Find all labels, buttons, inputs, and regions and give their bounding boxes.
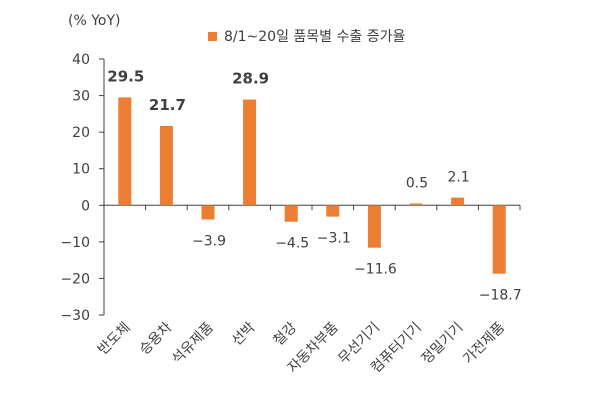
y-tick-label: 10 (72, 162, 90, 178)
category-label: 정밀기기 (419, 320, 467, 368)
bar (326, 205, 340, 217)
bar (243, 99, 257, 206)
bar (284, 205, 298, 222)
category-label: 철강 (270, 319, 300, 349)
category-label: 가전제품 (460, 319, 508, 367)
y-tick-label: 20 (72, 125, 90, 141)
data-label: 28.9 (232, 70, 269, 88)
data-label: −11.6 (354, 262, 397, 278)
bar (201, 205, 215, 220)
bar (492, 205, 506, 274)
y-axis-unit-label: (% YoY) (68, 13, 121, 29)
y-tick-label: −10 (60, 235, 90, 251)
y-tick-label: 0 (81, 198, 90, 214)
legend-swatch (208, 31, 217, 41)
data-label: 29.5 (107, 67, 144, 85)
bar (367, 205, 381, 248)
data-label: 21.7 (149, 96, 186, 114)
data-label: 0.5 (406, 175, 428, 191)
bar (159, 125, 173, 206)
legend-label: 8/1~20일 품목별 수출 증가율 (224, 29, 406, 45)
data-label: −4.5 (275, 236, 309, 252)
y-tick-label: 30 (72, 89, 90, 105)
data-label: −3.1 (317, 231, 351, 247)
data-label: −18.7 (479, 288, 522, 304)
y-tick-label: 40 (72, 52, 90, 68)
y-tick-label: −20 (60, 271, 90, 287)
category-label: 승용차 (137, 319, 176, 358)
data-label: 2.1 (447, 170, 469, 186)
legend: 8/1~20일 품목별 수출 증가율 (208, 26, 405, 46)
category-label: 석유제품 (169, 319, 217, 367)
category-label: 반도체 (95, 320, 134, 359)
bar (451, 197, 465, 206)
data-label: −3.9 (192, 234, 226, 250)
y-tick-label: −30 (60, 308, 90, 324)
bar (409, 203, 423, 206)
bar (118, 97, 132, 206)
category-label: 선박 (229, 319, 259, 349)
